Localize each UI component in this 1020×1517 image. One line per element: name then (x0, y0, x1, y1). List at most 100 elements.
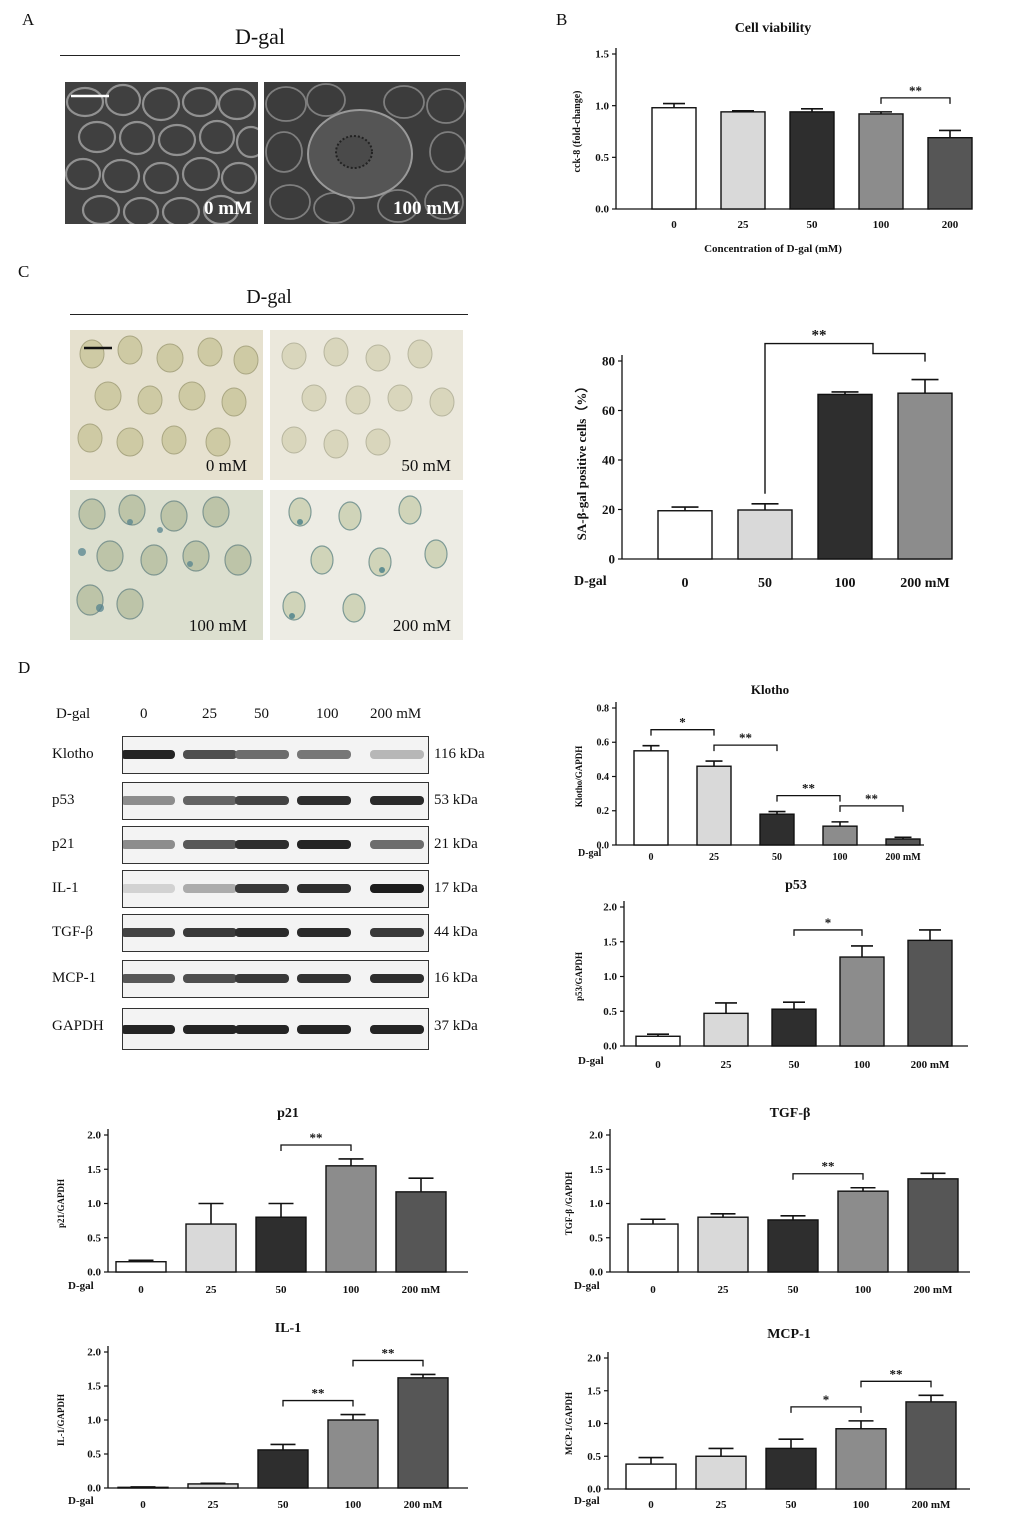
panel-letter-c: C (18, 262, 30, 281)
panel-letter-d: D (18, 658, 31, 677)
x-tick-label: 0 (682, 576, 689, 591)
bar (817, 393, 873, 560)
y-tick-label: 1.5 (589, 1164, 603, 1176)
wb-band-strip (122, 960, 429, 998)
y-axis-label: MCP-1/GAPDH (564, 1392, 574, 1455)
wb-band (183, 928, 237, 937)
x-tick-label: 25 (709, 852, 719, 863)
y-axis-label: cck-8 (fold-change) (572, 91, 583, 173)
bar (703, 1012, 749, 1047)
bar (720, 111, 766, 210)
bar (765, 1447, 817, 1490)
micrograph-c-200mm-texture (270, 490, 463, 640)
y-tick-label: 2.0 (587, 1353, 601, 1365)
micrograph-a-100mm-label: 100 mM (392, 198, 460, 219)
x-prefix-label: D-gal (578, 848, 602, 859)
x-tick-label: 25 (738, 219, 750, 231)
x-tick-label: 100 (835, 576, 856, 591)
bar (885, 838, 921, 846)
chart-title: Klotho (751, 682, 789, 697)
wb-band (297, 974, 351, 983)
chart-mcp-1: MCP-1 0.0 0.5 1.0 1.5 2.0 MCP-1/GAPDH 0 25 50 100 2… (560, 1322, 980, 1512)
x-tick-label: 200 (942, 219, 959, 231)
wb-protein-label: GAPDH (52, 1018, 104, 1034)
bar (767, 1219, 819, 1273)
y-axis-label: SA-β-gal positive cells（%） (574, 380, 589, 541)
wb-kda-label: 37 kDa (434, 1018, 478, 1034)
wb-band-strip (122, 1008, 429, 1050)
micrograph-c-0mm-texture (70, 330, 263, 480)
wb-band (297, 840, 351, 849)
wb-band (235, 796, 289, 805)
chart-klotho: Klotho 0.0 0.2 0.4 0.6 0.8 Klotho/GAPDH 0 25 50 10… (568, 680, 968, 865)
x-tick-label: 200 mM (404, 1499, 443, 1511)
y-axis-label: TGF-β /GAPDH (564, 1172, 574, 1236)
x-tick-label: 0 (650, 1284, 656, 1296)
x-tick-label: 0 (649, 852, 654, 863)
x-tick-label: 50 (758, 576, 772, 591)
x-tick-label: 50 (788, 1284, 800, 1296)
wb-band (235, 884, 289, 893)
wb-protein-label: Klotho (52, 746, 94, 762)
wb-band-strip (122, 914, 429, 952)
wb-kda-label: 116 kDa (434, 746, 485, 762)
y-tick-label: 2.0 (589, 1130, 603, 1142)
significance-label: ** (822, 1159, 835, 1174)
x-tick-label: 200 mM (900, 576, 949, 591)
wb-band (370, 884, 424, 893)
x-tick-label: 25 (716, 1499, 728, 1511)
wb-kda-label: 21 kDa (434, 836, 478, 852)
bar (115, 1261, 167, 1273)
significance-bracket (282, 1399, 354, 1407)
y-tick-label: 0.0 (595, 204, 609, 216)
micrograph-c-50mm: 50 mM (270, 330, 463, 480)
wb-band (370, 928, 424, 937)
significance-label: ** (312, 1386, 325, 1401)
wb-band (297, 796, 351, 805)
y-axis-label: p53/GAPDH (574, 952, 584, 1001)
y-tick-label: 0.5 (589, 1232, 603, 1244)
bar (737, 509, 793, 560)
x-tick-label: 200 mM (912, 1499, 951, 1511)
x-tick-label: 200 mM (911, 1059, 950, 1071)
x-tick-label: 100 (873, 219, 890, 231)
x-tick-label: 50 (278, 1499, 290, 1511)
significance-bracket (793, 929, 863, 936)
y-tick-label: 0.5 (587, 1451, 601, 1463)
micrograph-c-100mm-label: 100 mM (188, 616, 247, 635)
x-tick-label: 0 (140, 1499, 146, 1511)
significance-label: * (825, 915, 832, 930)
significance-bracket (650, 729, 715, 736)
significance-label: ** (739, 730, 752, 745)
bar (837, 1190, 889, 1273)
significance-bracket (860, 1380, 932, 1388)
wb-band (123, 884, 175, 893)
y-tick-label: 0.5 (603, 1006, 617, 1018)
wb-band-svg (123, 884, 424, 893)
y-tick-label: 1.5 (587, 1385, 601, 1397)
significance-label: ** (812, 328, 827, 344)
y-tick-label: 80 (602, 353, 615, 368)
significance-bracket (352, 1359, 424, 1367)
bar (397, 1377, 449, 1489)
y-tick-label: 1.5 (87, 1164, 101, 1176)
significance-label: * (679, 715, 686, 730)
bar (651, 107, 697, 210)
significance-bracket (839, 805, 904, 812)
x-tick-label: 0 (655, 1059, 661, 1071)
y-tick-label: 60 (602, 403, 615, 418)
y-tick-label: 0.5 (87, 1449, 101, 1461)
significance-bracket (713, 744, 778, 752)
x-tick-label: 100 (833, 852, 848, 863)
bar (822, 825, 858, 846)
x-tick-label: 25 (718, 1284, 730, 1296)
bar (633, 750, 669, 846)
micrograph-c-100mm: 100 mM (70, 490, 263, 640)
y-tick-label: 0.0 (603, 1041, 617, 1053)
bar (697, 1216, 749, 1273)
micrograph-c-50mm-texture (270, 330, 463, 480)
y-tick-label: 20 (602, 502, 615, 517)
bar (696, 765, 732, 846)
significance-bracket (776, 794, 841, 802)
panel-c-divider (70, 314, 468, 315)
